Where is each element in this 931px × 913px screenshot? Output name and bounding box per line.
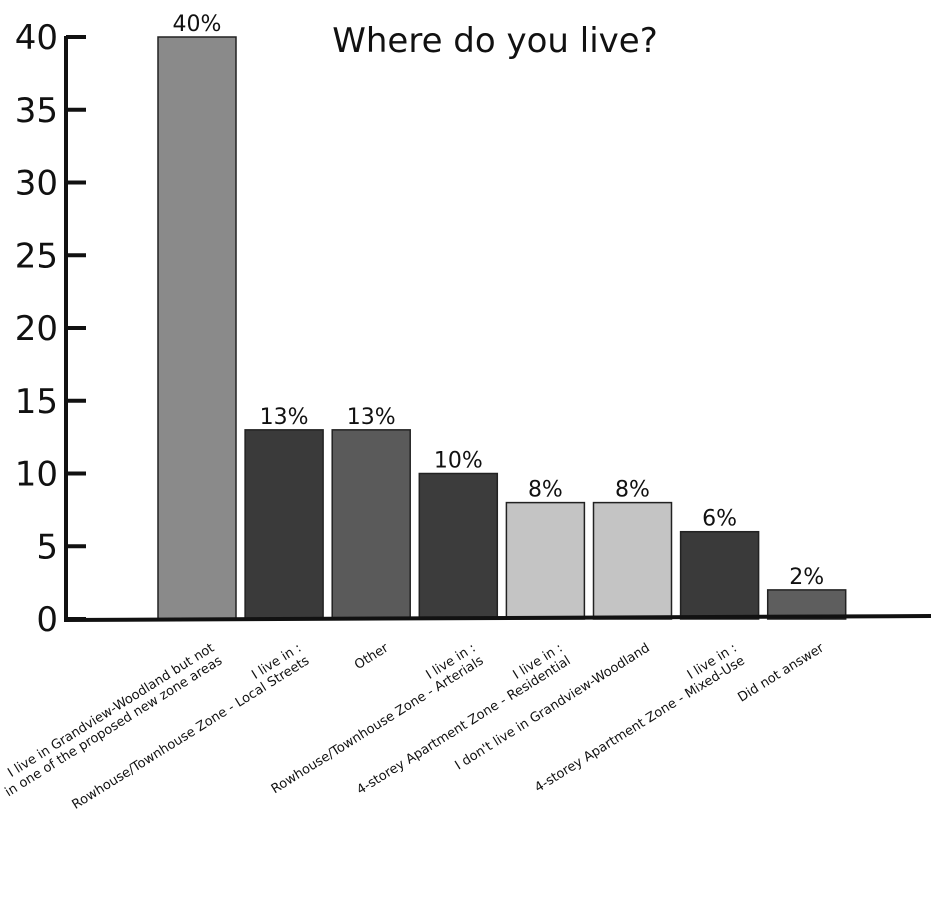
x-category-label-line: Other <box>352 640 392 673</box>
bar <box>157 36 237 620</box>
bar-data-label: 40% <box>173 12 222 37</box>
y-tick-label: 15 <box>15 382 58 422</box>
bar <box>418 472 499 620</box>
y-tick-label: 40 <box>15 18 58 58</box>
x-category-label-line: I live in Grandview-Woodland but not <box>5 641 217 781</box>
bar-data-label: 13% <box>347 405 396 430</box>
bar-data-label: 6% <box>702 507 737 532</box>
bar-data-label: 10% <box>434 449 483 474</box>
bar <box>766 589 847 620</box>
bar <box>331 429 411 620</box>
y-tick-label: 10 <box>15 455 58 495</box>
bar-data-label: 2% <box>789 565 824 590</box>
y-tick-label: 35 <box>15 91 58 131</box>
x-category-label: Other <box>352 640 392 673</box>
bar-data-label: 13% <box>260 405 309 430</box>
x-category-label: Did not answer <box>735 640 827 705</box>
chart-title: Where do you live? <box>332 21 658 61</box>
bar <box>244 429 324 620</box>
x-axis-line <box>63 614 931 622</box>
y-tick-label: 0 <box>36 600 58 640</box>
x-category-label-line: 4-storey Apartment Zone - Mixed-Use <box>532 653 748 795</box>
bar <box>505 501 586 620</box>
bar-data-label: 8% <box>528 478 563 503</box>
y-tick-label: 30 <box>15 164 58 204</box>
y-tick-label: 25 <box>15 236 58 276</box>
y-tick-label: 5 <box>36 527 58 567</box>
x-category-label-line: Did not answer <box>735 640 827 705</box>
bar <box>679 530 760 620</box>
bar <box>592 501 673 620</box>
y-tick-label: 20 <box>15 309 58 349</box>
bar-data-label: 8% <box>615 478 650 503</box>
